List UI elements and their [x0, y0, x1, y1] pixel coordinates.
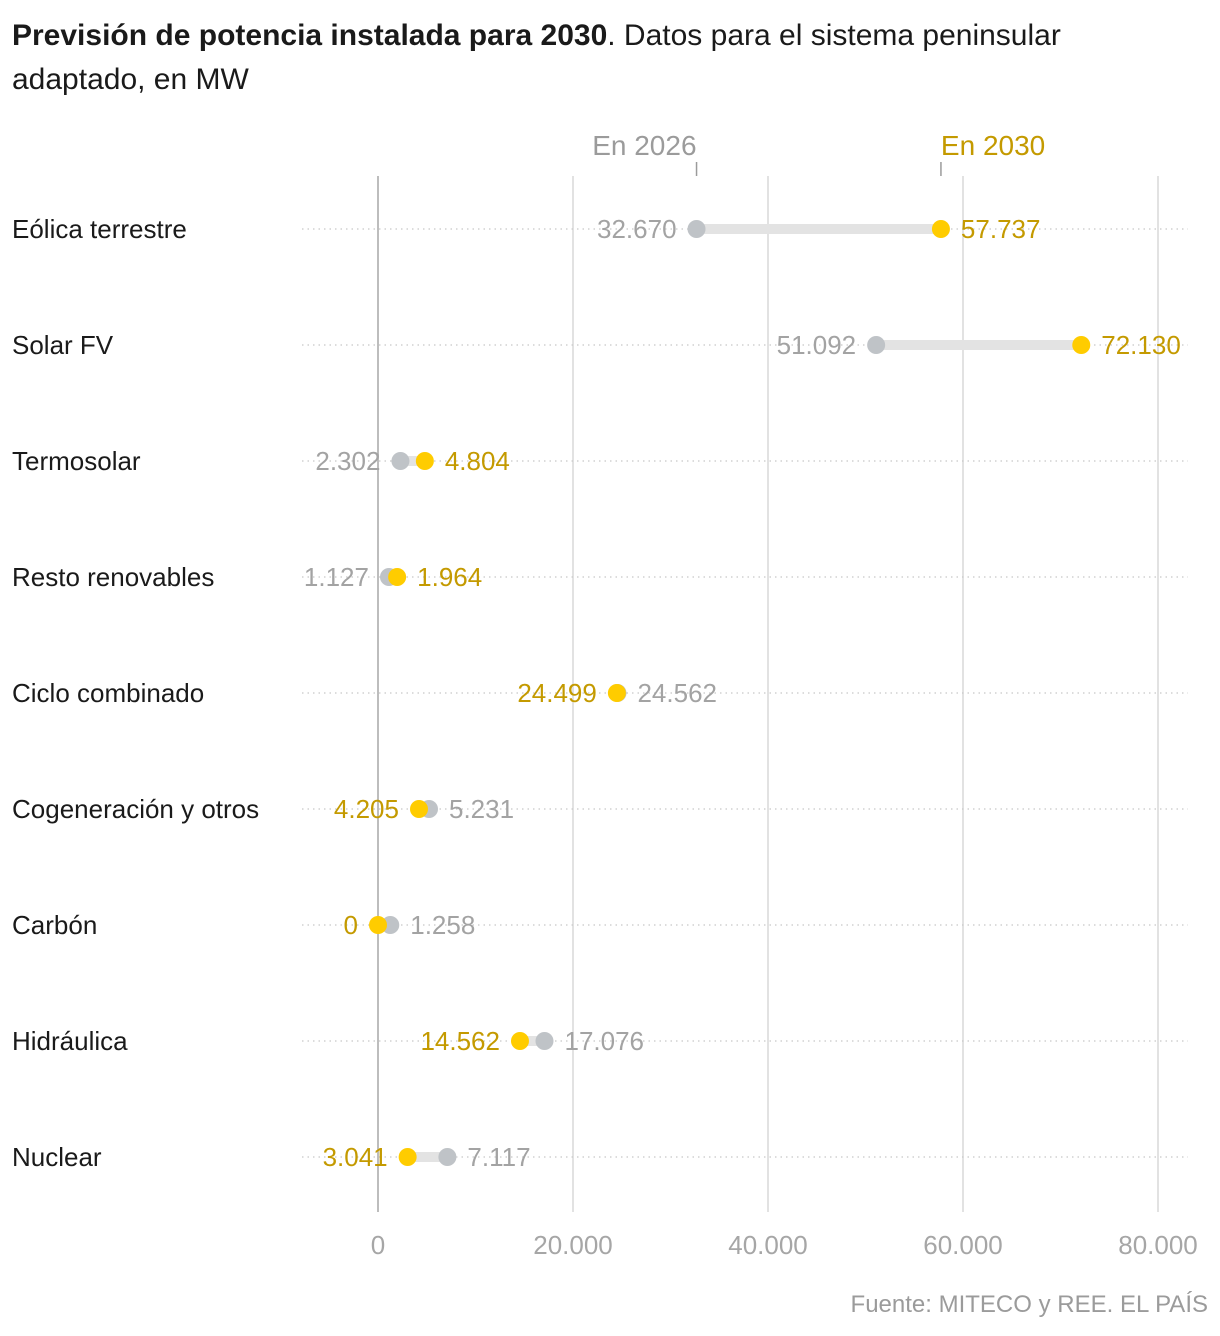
value-label-2030: 4.804: [445, 446, 510, 476]
chart-row: Cogeneración y otros 5.231 4.205: [12, 794, 1188, 824]
chart-row: Eólica terrestre 32.670 57.737: [12, 214, 1188, 244]
category-label: Eólica terrestre: [12, 214, 187, 244]
dot-2030: [388, 568, 407, 586]
value-label-2026: 2.302: [315, 446, 380, 476]
chart-row: Nuclear 7.117 3.041: [12, 1142, 1188, 1172]
category-label: Nuclear: [12, 1142, 102, 1172]
category-label: Termosolar: [12, 446, 141, 476]
value-label-2026: 17.076: [564, 1026, 644, 1056]
category-label: Cogeneración y otros: [12, 794, 259, 824]
chart-title-bold: Previsión de potencia instalada para 203…: [12, 19, 608, 52]
value-label-2030: 4.205: [334, 794, 399, 824]
value-label-2030: 1.964: [417, 562, 482, 592]
value-label-2026: 24.562: [637, 678, 717, 708]
value-label-2030: 57.737: [961, 214, 1041, 244]
value-label-2030: 0: [344, 910, 358, 940]
dot-2026: [438, 1148, 457, 1166]
series-label-2030: En 2030: [941, 130, 1045, 161]
chart-subtitle: . Datos para el sistema peninsular adapt…: [12, 19, 1061, 96]
category-label: Carbón: [12, 910, 97, 940]
category-label: Hidráulica: [12, 1026, 128, 1056]
dot-2030: [607, 684, 626, 702]
dot-2030: [1072, 336, 1091, 354]
source-credit: Fuente: MITECO y REE. EL PAÍS: [850, 1291, 1208, 1318]
chart-row: Ciclo combinado 24.562 24.499: [12, 678, 1188, 708]
category-label: Resto renovables: [12, 562, 214, 592]
series-label-2026: En 2026: [592, 130, 696, 161]
x-tick-label: 40.000: [728, 1230, 808, 1260]
chart-title: Previsión de potencia instalada para 203…: [12, 14, 1202, 102]
dot-2030: [398, 1148, 417, 1166]
dot-2026: [867, 336, 886, 354]
value-label-2026: 7.117: [467, 1142, 530, 1172]
chart-row: Termosolar 2.302 4.804: [12, 446, 1188, 476]
chart-row: Resto renovables 1.127 1.964: [12, 562, 1188, 592]
dot-2026: [535, 1032, 554, 1050]
chart-row: Hidráulica 17.076 14.562: [12, 1026, 1188, 1056]
value-label-2030: 72.130: [1101, 330, 1181, 360]
category-label: Ciclo combinado: [12, 678, 204, 708]
category-label: Solar FV: [12, 330, 114, 360]
chart-row: Solar FV 51.092 72.130: [12, 330, 1188, 360]
dot-2030: [415, 452, 434, 470]
x-tick-label: 80.000: [1118, 1230, 1198, 1260]
value-label-2030: 14.562: [420, 1026, 500, 1056]
dot-2030: [510, 1032, 529, 1050]
value-label-2026: 1.258: [410, 910, 475, 940]
value-label-2026: 1.127: [304, 562, 369, 592]
dot-2030: [369, 916, 387, 934]
value-label-2030: 24.499: [517, 678, 597, 708]
x-tick-label: 0: [371, 1230, 385, 1260]
value-label-2026: 5.231: [449, 794, 514, 824]
dot-2030: [931, 220, 950, 238]
dot-2026: [391, 452, 410, 470]
dot-2026: [687, 220, 706, 238]
chart-row: Carbón 1.258 0: [12, 910, 1188, 940]
value-label-2026: 51.092: [777, 330, 857, 360]
value-label-2030: 3.041: [323, 1142, 388, 1172]
x-tick-label: 20.000: [533, 1230, 613, 1260]
x-tick-label: 60.000: [923, 1230, 1003, 1260]
value-label-2026: 32.670: [597, 214, 677, 244]
dot-2030: [409, 800, 428, 818]
